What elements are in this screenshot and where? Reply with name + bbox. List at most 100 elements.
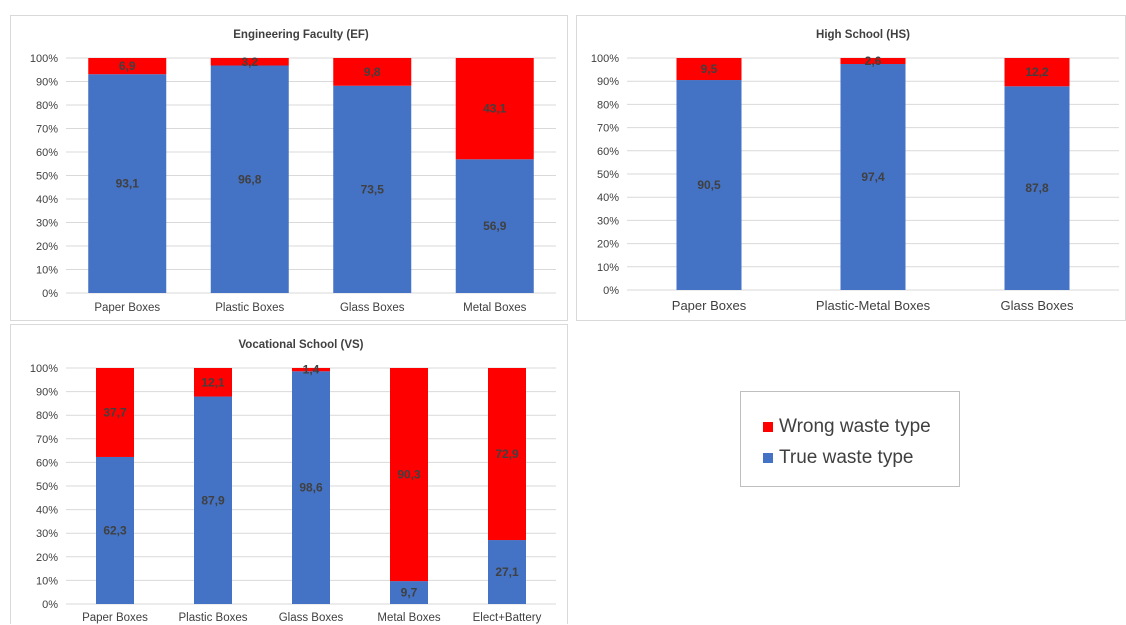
y-tick-label: 50% — [36, 171, 58, 183]
legend-label-true: True waste type — [779, 447, 914, 468]
bar-true-paper-boxes — [88, 74, 167, 293]
bar-true-plastic-boxes — [194, 396, 232, 604]
bar-wrong-glass-boxes — [292, 368, 330, 372]
bar-wrong-metal-boxes — [455, 58, 534, 160]
data-label-true: 87,8 — [1025, 181, 1049, 195]
data-label-true: 62,3 — [103, 523, 127, 537]
data-label-true: 27,1 — [495, 565, 519, 579]
y-tick-label: 90% — [597, 76, 619, 88]
bar-true-plastic-metal-boxes — [840, 64, 906, 290]
x-category-label: Plastic Boxes — [178, 612, 247, 624]
data-label-wrong: 3,2 — [241, 55, 258, 69]
data-label-true: 73,5 — [361, 182, 385, 196]
y-tick-label: 100% — [30, 363, 58, 375]
chart-panel-vocational-school: Vocational School (VS) 0% 10% 20% 30% 40% 50% 6… — [10, 324, 568, 624]
x-category-label: Plastic Boxes — [215, 302, 284, 314]
legend-label-wrong: Wrong waste type — [779, 416, 931, 437]
y-tick-label: 90% — [36, 387, 58, 399]
x-category-label: Glass Boxes — [279, 612, 344, 624]
y-tick-label: 10% — [36, 265, 58, 277]
data-label-wrong: 9,8 — [364, 65, 381, 79]
data-label-wrong: 43,1 — [483, 102, 507, 116]
data-label-wrong: 12,2 — [1025, 65, 1049, 79]
y-tick-label: 0% — [42, 288, 58, 300]
data-label-true: 96,8 — [238, 172, 262, 186]
y-tick-label: 80% — [36, 100, 58, 112]
bar-wrong-glass-boxes — [1004, 58, 1070, 87]
y-tick-label: 20% — [36, 552, 58, 564]
bar-true-paper-boxes — [676, 80, 742, 290]
legend-swatch-wrong — [763, 422, 773, 432]
data-label-true: 98,6 — [299, 481, 323, 495]
bar-true-metal-boxes — [455, 159, 534, 293]
x-category-label: Elect+Battery — [473, 612, 542, 624]
chart-panel-engineering-faculty: Engineering Faculty (EF) 0% 10% 20% 30% 40% 50… — [10, 15, 568, 321]
y-tick-label: 0% — [603, 285, 619, 297]
y-tick-label: 100% — [591, 53, 619, 65]
x-category-label: Metal Boxes — [377, 612, 441, 624]
y-tick-label: 80% — [36, 410, 58, 422]
y-tick-label: 80% — [597, 99, 619, 111]
chart-vocational-school: Vocational School (VS) 0% 10% 20% 30% 40% 50% 6… — [30, 339, 556, 624]
bar-wrong-elect-battery — [488, 368, 526, 541]
x-category-label: Plastic-Metal Boxes — [816, 298, 931, 313]
y-tick-label: 50% — [36, 481, 58, 493]
bar-wrong-plastic-metal-boxes — [840, 58, 906, 65]
data-label-wrong: 2,6 — [865, 54, 882, 68]
data-label-true: 93,1 — [116, 177, 140, 191]
data-label-wrong: 72,9 — [495, 447, 519, 461]
bar-true-glass-boxes — [1004, 86, 1070, 290]
x-category-label: Paper Boxes — [82, 612, 148, 624]
data-label-true: 9,7 — [401, 586, 418, 600]
y-tick-label: 70% — [597, 123, 619, 135]
data-label-wrong: 1,4 — [303, 363, 320, 377]
bar-wrong-glass-boxes — [333, 58, 412, 86]
chart-engineering-faculty: Engineering Faculty (EF) 0% 10% 20% 30% 40% 50… — [30, 29, 556, 314]
y-tick-label: 70% — [36, 124, 58, 136]
bar-wrong-plastic-boxes — [210, 58, 289, 66]
bar-wrong-metal-boxes — [390, 368, 428, 582]
chart-title: Vocational School (VS) — [238, 339, 363, 351]
y-tick-label: 40% — [36, 194, 58, 206]
y-tick-label: 40% — [36, 505, 58, 517]
y-tick-label: 30% — [597, 215, 619, 227]
y-tick-label: 60% — [36, 147, 58, 159]
y-tick-label: 90% — [36, 77, 58, 89]
y-tick-label: 20% — [36, 241, 58, 253]
bar-true-paper-boxes — [96, 456, 134, 604]
bar-wrong-plastic-boxes — [194, 368, 232, 397]
bar-true-glass-boxes — [333, 85, 412, 293]
legend-swatch-true — [763, 453, 773, 463]
data-label-true: 90,5 — [697, 178, 721, 192]
y-tick-label: 20% — [597, 239, 619, 251]
data-label-true: 97,4 — [861, 170, 885, 184]
x-category-label: Glass Boxes — [1001, 298, 1074, 313]
chart-legend: Wrong waste type True waste type — [740, 391, 960, 487]
data-label-true: 56,9 — [483, 219, 507, 233]
x-category-label: Paper Boxes — [94, 302, 160, 314]
data-label-wrong: 9,5 — [701, 62, 718, 76]
bar-wrong-paper-boxes — [96, 368, 134, 457]
chart-panel-high-school: High School (HS) 0% 10% 20% 30% 40% 50% 60% 70% 8… — [576, 15, 1126, 321]
data-label-wrong: 90,3 — [397, 468, 421, 482]
data-label-wrong: 6,9 — [119, 59, 136, 73]
x-category-label: Metal Boxes — [463, 302, 527, 314]
data-label-wrong: 37,7 — [103, 405, 127, 419]
y-tick-label: 70% — [36, 434, 58, 446]
legend-item-true: True waste type — [763, 447, 913, 469]
bar-true-metal-boxes — [390, 581, 428, 604]
bar-wrong-paper-boxes — [88, 58, 167, 75]
legend-item-wrong: Wrong waste type — [763, 416, 931, 438]
y-tick-label: 40% — [597, 192, 619, 204]
bar-true-glass-boxes — [292, 371, 330, 604]
y-tick-label: 100% — [30, 53, 58, 65]
y-tick-label: 30% — [36, 218, 58, 230]
chart-high-school: High School (HS) 0% 10% 20% 30% 40% 50% 60% 70% 8… — [591, 29, 1119, 313]
bar-true-plastic-boxes — [210, 65, 289, 293]
y-tick-label: 50% — [597, 169, 619, 181]
y-tick-label: 10% — [36, 575, 58, 587]
data-label-wrong: 12,1 — [201, 375, 225, 389]
x-category-label: Glass Boxes — [340, 302, 405, 314]
y-tick-label: 60% — [36, 457, 58, 469]
data-label-true: 87,9 — [201, 493, 225, 507]
